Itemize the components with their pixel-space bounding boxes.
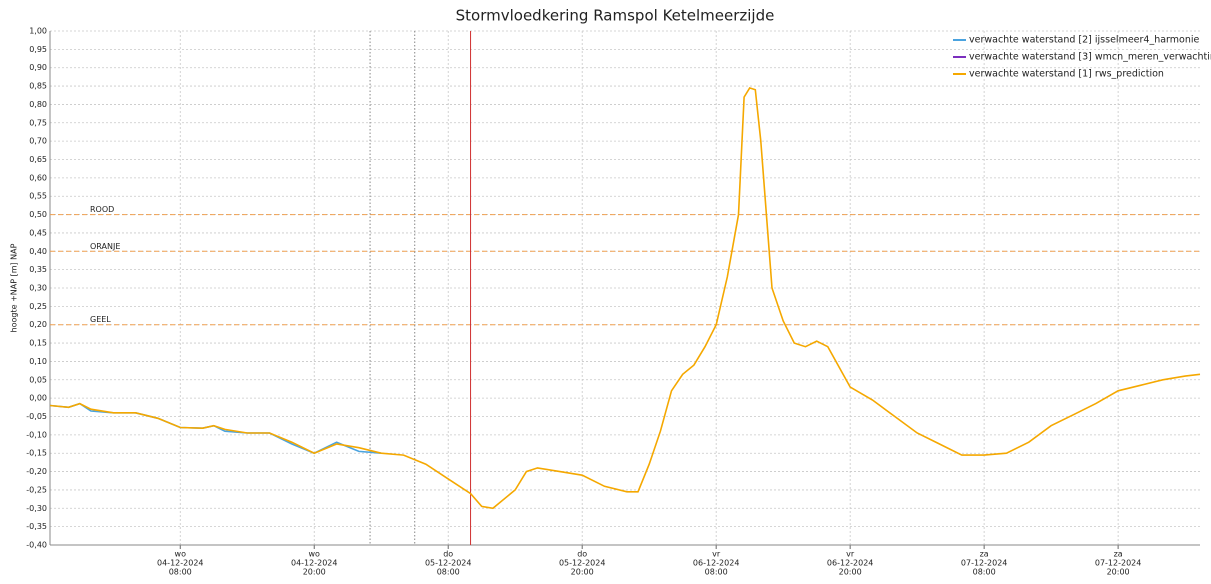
y-tick-label: -0,40 (26, 541, 47, 550)
x-tick-label: 20:00 (839, 568, 862, 577)
y-tick-label: 0,20 (29, 320, 47, 329)
y-tick-label: 0,60 (29, 173, 47, 182)
x-tick-label: 05-12-2024 (559, 559, 606, 568)
x-tick-label: za (1114, 550, 1123, 559)
x-tick-label: 08:00 (437, 568, 460, 577)
x-tick-label: 20:00 (303, 568, 326, 577)
y-tick-label: 0,50 (29, 210, 47, 219)
threshold-label: GEEL (90, 315, 111, 324)
y-tick-label: 0,55 (29, 192, 47, 201)
y-tick-label: -0,20 (26, 467, 47, 476)
series-line (49, 86, 1201, 510)
x-tick-label: wo (309, 550, 321, 559)
x-tick-label: 07-12-2024 (1095, 559, 1142, 568)
y-tick-label: 0,15 (29, 339, 47, 348)
y-tick-label: -0,05 (26, 412, 47, 421)
y-tick-label: -0,15 (26, 449, 47, 458)
x-tick-label: wo (175, 550, 187, 559)
y-tick-label: 0,35 (29, 265, 47, 274)
x-tick-label: 08:00 (973, 568, 996, 577)
y-tick-label: 0,85 (29, 82, 47, 91)
x-tick-label: do (443, 550, 453, 559)
x-tick-label: 20:00 (1107, 568, 1130, 577)
y-tick-label: 0,80 (29, 100, 47, 109)
y-tick-label: 0,40 (29, 247, 47, 256)
chart-title: Stormvloedkering Ramspol Ketelmeerzijde (456, 7, 775, 25)
x-tick-label: 05-12-2024 (425, 559, 472, 568)
x-tick-label: za (980, 550, 989, 559)
y-tick-label: 0,30 (29, 284, 47, 293)
x-tick-label: do (577, 550, 587, 559)
y-tick-label: -0,10 (26, 430, 47, 439)
y-tick-label: -0,30 (26, 504, 47, 513)
y-tick-label: -0,35 (26, 522, 47, 531)
y-tick-label: 0,00 (29, 394, 47, 403)
y-tick-label: -0,25 (26, 485, 47, 494)
x-tick-label: 04-12-2024 (291, 559, 338, 568)
legend-label: verwachte waterstand [1] rws_prediction (969, 69, 1164, 80)
x-tick-label: vr (846, 550, 855, 559)
x-tick-label: 04-12-2024 (157, 559, 204, 568)
legend-label: verwachte waterstand [3] wmcn_meren_verw… (969, 52, 1211, 63)
x-tick-label: 06-12-2024 (693, 559, 740, 568)
y-tick-label: 0,95 (29, 45, 47, 54)
x-tick-label: 07-12-2024 (961, 559, 1008, 568)
y-tick-label: 0,75 (29, 118, 47, 127)
x-tick-label: 20:00 (571, 568, 594, 577)
x-tick-label: 06-12-2024 (827, 559, 874, 568)
y-tick-label: 0,90 (29, 63, 47, 72)
y-tick-label: 1,00 (29, 27, 47, 36)
x-tick-label: 08:00 (705, 568, 728, 577)
threshold-label: ROOD (90, 205, 114, 214)
y-tick-label: 0,45 (29, 228, 47, 237)
y-tick-label: 0,10 (29, 357, 47, 366)
y-tick-label: 0,70 (29, 137, 47, 146)
y-tick-label: 0,65 (29, 155, 47, 164)
y-axis-label: hoogte +NAP [m] NAP (10, 243, 19, 332)
threshold-label: ORANJE (90, 242, 120, 251)
legend-label: verwachte waterstand [2] ijsselmeer4_har… (969, 35, 1200, 46)
y-tick-label: 0,25 (29, 302, 47, 311)
y-tick-label: 0,05 (29, 375, 47, 384)
x-tick-label: 08:00 (169, 568, 192, 577)
x-tick-label: vr (712, 550, 721, 559)
